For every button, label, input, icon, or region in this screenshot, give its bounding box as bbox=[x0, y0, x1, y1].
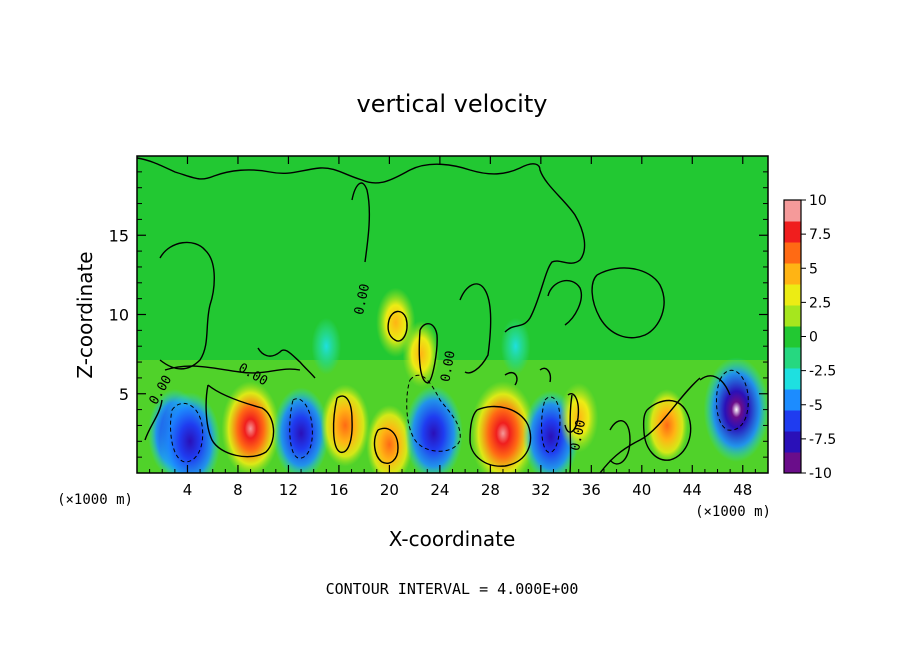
contour-label-5: 0.00 bbox=[568, 418, 589, 452]
x-axis: 4 8 12 16 20 24 28 32 36 40 44 48 bbox=[149, 156, 756, 499]
colorbar-tick-label: 10 bbox=[809, 193, 827, 209]
velocity-cell bbox=[159, 392, 221, 473]
colorbar-segment bbox=[784, 200, 801, 222]
x-tick-label: 8 bbox=[233, 481, 243, 499]
colorbar-segment bbox=[784, 326, 801, 348]
x-tick-label: 16 bbox=[329, 481, 348, 499]
colorbar-tick-label: 5 bbox=[809, 261, 818, 277]
contour-label-1: 0.00 bbox=[352, 282, 373, 316]
y-tick-label: 15 bbox=[109, 226, 129, 245]
colorbar-segment bbox=[784, 263, 801, 285]
y-tick-label: 5 bbox=[119, 385, 129, 404]
velocity-cell bbox=[221, 381, 280, 473]
velocity-cell bbox=[500, 317, 531, 375]
velocity-cell bbox=[311, 317, 342, 375]
negative-contours bbox=[170, 369, 749, 463]
y-axis: 5 10 15 bbox=[109, 171, 768, 458]
x-unit-left: (×1000 m) bbox=[57, 492, 133, 508]
x-tick-label: 40 bbox=[632, 481, 651, 499]
velocity-cell bbox=[404, 385, 463, 473]
chart-title: vertical velocity bbox=[357, 90, 548, 118]
x-tick-label: 20 bbox=[380, 481, 399, 499]
velocity-cell bbox=[646, 389, 688, 462]
plot-area: 0.00 0.00 0.00 0.00 0.00 bbox=[137, 156, 768, 473]
colorbar-segment bbox=[784, 431, 801, 453]
x-tick-label: 28 bbox=[481, 481, 500, 499]
velocity-cell bbox=[402, 320, 440, 388]
x-tick-label: 4 bbox=[183, 481, 193, 499]
contour-lines bbox=[137, 157, 731, 473]
contour-label-4: 0.00 bbox=[438, 350, 458, 383]
colorbar-segment bbox=[784, 368, 801, 390]
colorbar-tick-label: -7.5 bbox=[809, 432, 836, 448]
colorbar-tick-label: 2.5 bbox=[809, 295, 831, 311]
colorbar-tick-label: -2.5 bbox=[809, 364, 836, 380]
x-tick-label: 32 bbox=[531, 481, 550, 499]
velocity-cell bbox=[320, 384, 370, 467]
colorbar-segment bbox=[784, 242, 801, 264]
x-tick-label: 44 bbox=[683, 481, 702, 499]
colorbar-segment bbox=[784, 389, 801, 411]
colorbar-tick-label: 0 bbox=[809, 330, 818, 346]
colorbar-segment bbox=[784, 452, 801, 474]
x-tick-label: 12 bbox=[279, 481, 298, 499]
x-axis-label: X-coordinate bbox=[389, 527, 516, 551]
x-tick-label: 24 bbox=[430, 481, 449, 499]
colorbar: 10 7.5 5 2.5 0 -2.5 -5 -7.5 -10 bbox=[783, 193, 836, 482]
colorbar-segment bbox=[784, 284, 801, 306]
contour-interval-footer: CONTOUR INTERVAL = 4.000E+00 bbox=[326, 580, 579, 598]
x-unit-right: (×1000 m) bbox=[695, 504, 771, 520]
colorbar-tick-label: 7.5 bbox=[809, 227, 831, 243]
y-tick-label: 10 bbox=[109, 306, 129, 325]
velocity-cell bbox=[703, 357, 768, 462]
colorbar-segment bbox=[784, 347, 801, 369]
velocity-cell bbox=[470, 380, 536, 473]
x-tick-label: 36 bbox=[582, 481, 601, 499]
velocity-cells bbox=[148, 287, 768, 473]
x-tick-label: 48 bbox=[733, 481, 752, 499]
colorbar-segment bbox=[784, 221, 801, 243]
velocity-cell bbox=[273, 387, 330, 473]
colorbar-tick-label: -5 bbox=[809, 398, 823, 414]
colorbar-segment bbox=[784, 410, 801, 432]
colorbar-tick-label: -10 bbox=[809, 466, 832, 482]
y-axis-label: Z-coordinate bbox=[73, 251, 97, 378]
colorbar-segment bbox=[784, 305, 801, 327]
